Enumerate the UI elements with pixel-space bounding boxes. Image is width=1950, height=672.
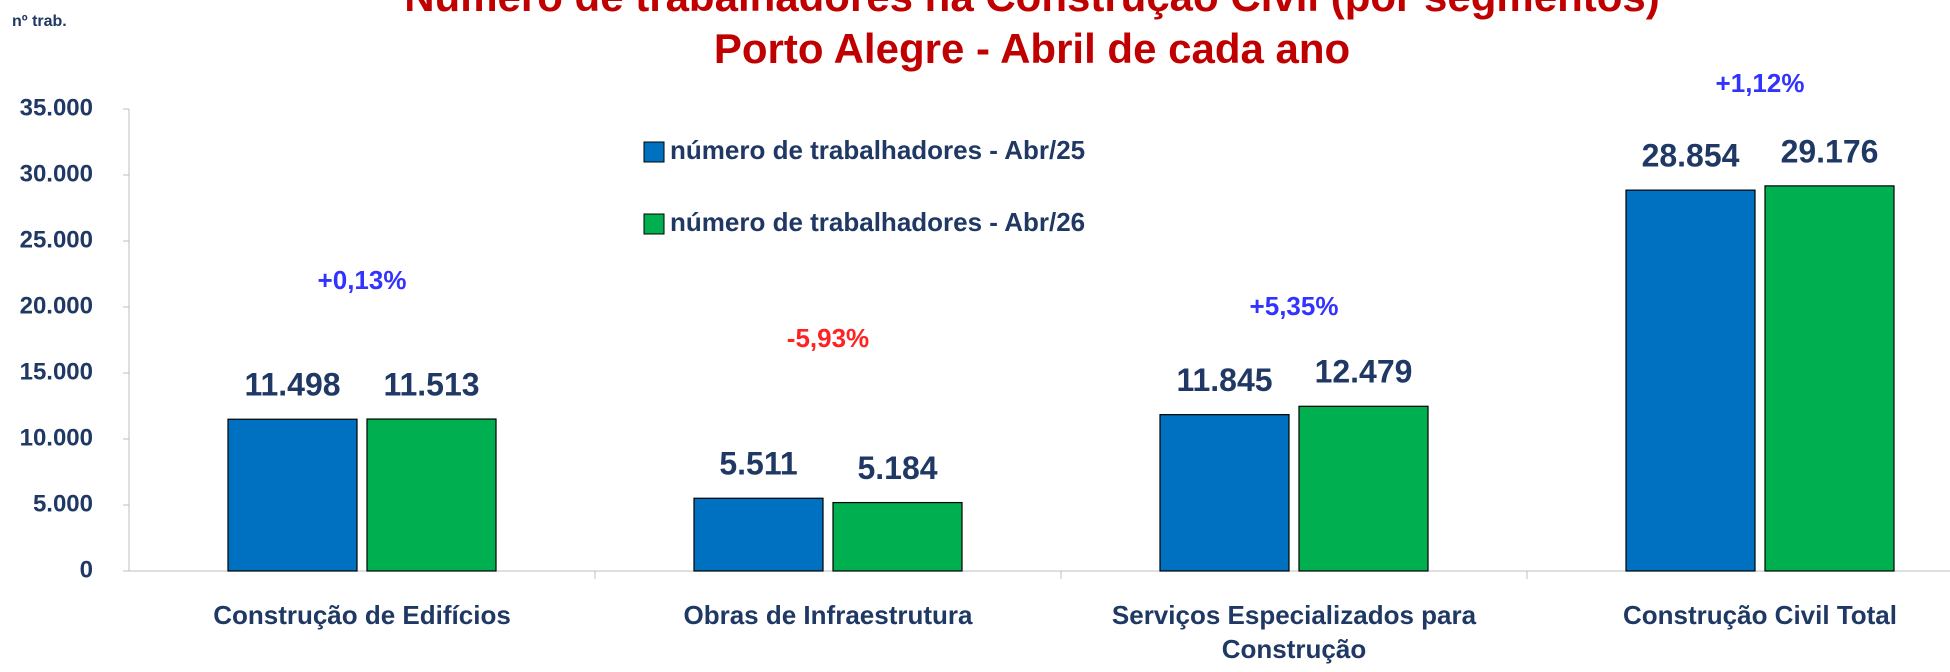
y-tick-label: 5.000 <box>33 490 93 517</box>
annotation: -5,93% <box>787 323 869 353</box>
value-label: 12.479 <box>1315 354 1413 390</box>
y-tick-label: 35.000 <box>20 94 93 121</box>
bar <box>366 418 497 572</box>
x-tick-label: Serviços Especializados para Construção <box>1112 600 1477 664</box>
chart-subtitle: Porto Alegre - Abril de cada ano <box>714 25 1350 72</box>
annotation: +0,13% <box>318 265 407 295</box>
y-tick-label: 0 <box>80 556 93 583</box>
value-label: 11.513 <box>383 366 479 402</box>
x-tick-label: Construção Civil Total <box>1623 600 1897 630</box>
legend-swatch <box>643 141 665 163</box>
value-label: 11.498 <box>244 367 340 403</box>
x-tick-label-line: Construção <box>1222 634 1366 664</box>
y-tick-label: 30.000 <box>20 160 93 187</box>
value-label: 11.845 <box>1176 362 1272 398</box>
y-tick-label: 20.000 <box>20 292 93 319</box>
value-label: 5.184 <box>857 450 937 486</box>
value-label: 29.176 <box>1781 133 1879 169</box>
annotation: +5,35% <box>1250 291 1339 321</box>
legend-label: número de trabalhadores - Abr/26 <box>670 207 1085 237</box>
bar <box>227 418 358 572</box>
bar <box>1764 185 1895 572</box>
x-tick-label: Obras de Infraestrutura <box>684 600 974 630</box>
chart-title: Número de trabalhadores na Construção Ci… <box>404 0 1660 20</box>
annotation: +1,12% <box>1716 68 1805 98</box>
y-tick-label: 25.000 <box>20 226 93 253</box>
value-label: 5.511 <box>719 446 797 482</box>
y-tick-label: 10.000 <box>20 424 93 451</box>
bar <box>1159 414 1290 572</box>
bar <box>832 501 963 572</box>
bar <box>1625 189 1756 572</box>
bar <box>693 497 824 572</box>
y-axis-label: nº trab. <box>12 13 67 30</box>
bar <box>1298 405 1429 572</box>
x-tick-label-line: Obras de Infraestrutura <box>684 600 974 630</box>
legend-swatch <box>643 213 665 235</box>
x-tick-label: Construção de Edifícios <box>213 600 511 630</box>
x-tick-label-line: Construção de Edifícios <box>213 600 511 630</box>
legend-label: número de trabalhadores - Abr/25 <box>670 135 1085 165</box>
x-tick-label-line: Serviços Especializados para <box>1112 600 1477 630</box>
value-label: 28.854 <box>1642 138 1740 174</box>
x-tick-label-line: Construção Civil Total <box>1623 600 1897 630</box>
y-tick-label: 15.000 <box>20 358 93 385</box>
